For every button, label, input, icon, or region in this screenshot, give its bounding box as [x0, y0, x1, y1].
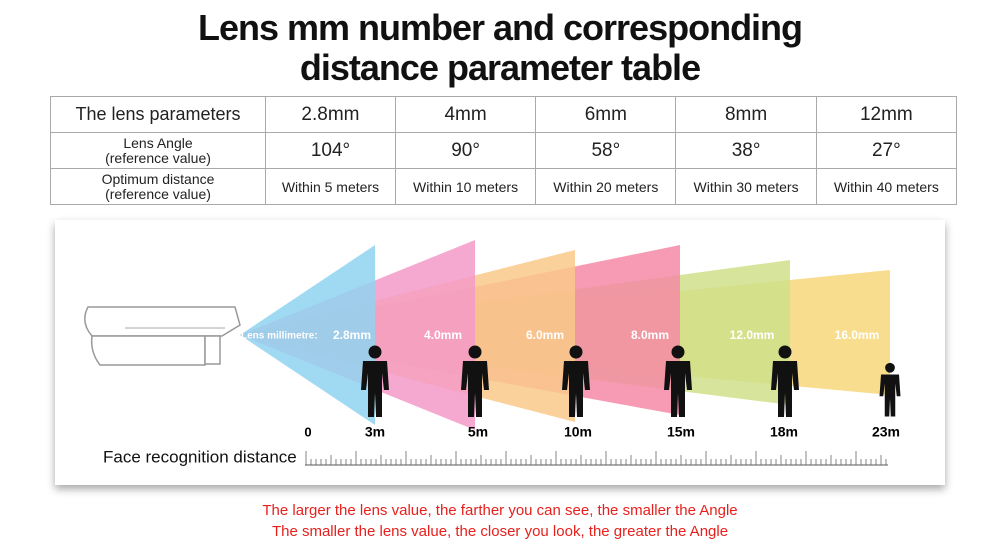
cell-text: The lens parameters — [75, 104, 241, 124]
notes: The larger the lens value, the farther y… — [0, 500, 1000, 542]
view-cone — [240, 245, 375, 425]
person-body — [879, 374, 901, 417]
table-cell: Within 30 meters — [675, 168, 817, 205]
person-body — [771, 361, 799, 417]
person-head — [569, 345, 583, 359]
cell-text: 38° — [731, 139, 761, 161]
table-cell: 12mm — [815, 96, 958, 133]
axis-label: Face recognition distance — [103, 447, 297, 466]
distance-label: 3m — [365, 424, 385, 440]
parameter-table: The lens parameters 2.8mm 4mm 6mm 8mm 12mm Len… — [50, 96, 958, 205]
lens-value: 2.8mm — [333, 328, 371, 342]
note: The smaller the lens value, the closer y… — [271, 523, 729, 540]
lens-value: 12.0mm — [730, 328, 775, 342]
distance-label: 15m — [667, 424, 695, 440]
cell-text: Within 5 meters — [281, 178, 380, 195]
title-line: distance parameter table — [299, 47, 701, 88]
person — [361, 345, 389, 417]
cell-text: 104° — [310, 139, 351, 161]
row-header: The lens parameters — [50, 96, 266, 133]
cell-text: (reference value) — [105, 185, 211, 202]
cell-text: 8mm — [724, 103, 768, 125]
person-head — [368, 345, 382, 359]
cell-text: Within 10 meters — [413, 178, 519, 195]
table-cell: Within 20 meters — [535, 168, 677, 205]
table-row: The lens parameters 2.8mm 4mm 6mm 8mm 12mm — [50, 96, 958, 133]
cell-text: 90° — [451, 139, 480, 161]
cell-text: 12mm — [859, 103, 913, 125]
table-cell: Within 5 meters — [265, 168, 396, 205]
cell-text: Within 20 meters — [553, 178, 659, 195]
cell-text: Lens Angle — [123, 134, 193, 151]
cell-text: 4mm — [444, 103, 487, 125]
cell-text: 2.8mm — [301, 103, 360, 125]
cell-text: Optimum distance — [101, 170, 215, 187]
person — [461, 345, 489, 417]
person-body — [562, 361, 590, 417]
row-header: Optimum distance (reference value) — [50, 168, 266, 205]
cell-text: 58° — [591, 139, 621, 161]
lens-value: 4.0mm — [424, 328, 462, 342]
table-cell: 58° — [535, 132, 677, 169]
origin-label: 0 — [304, 424, 311, 439]
camera-lens — [204, 335, 221, 365]
title: Lens mm number and corresponding distanc… — [0, 8, 1000, 88]
distance-label: 5m — [468, 424, 488, 440]
cell-text: Within 30 meters — [693, 178, 799, 195]
table-cell: 38° — [675, 132, 817, 169]
person-head — [778, 345, 792, 359]
lens-value: 16.0mm — [835, 328, 880, 342]
title-line: Lens mm number and corresponding — [197, 7, 803, 48]
person-head — [885, 362, 895, 373]
row-header: Lens Angle (reference value) — [50, 132, 266, 169]
cell-text: (reference value) — [105, 149, 211, 166]
lens-value: 8.0mm — [631, 328, 669, 342]
person-head — [671, 345, 685, 359]
table-cell: Within 10 meters — [394, 168, 537, 205]
cell-text: 6mm — [584, 103, 627, 125]
camera-base — [90, 335, 206, 366]
distance-label: 23m — [872, 424, 900, 440]
table-cell: 90° — [394, 132, 537, 169]
person-body — [461, 361, 489, 417]
camera-body — [84, 306, 241, 337]
person — [879, 362, 901, 417]
person — [771, 345, 799, 417]
cell-text: Within 40 meters — [833, 178, 939, 195]
person-head — [468, 345, 482, 359]
distance-label: 10m — [564, 424, 592, 440]
table-cell: 4mm — [394, 96, 537, 133]
lens-value: 6.0mm — [526, 328, 564, 342]
person — [562, 345, 590, 417]
table-cell: Within 40 meters — [815, 168, 958, 205]
person-body — [361, 361, 389, 417]
table-row: Optimum distance (reference value) Within … — [50, 168, 958, 205]
note: The larger the lens value, the farther y… — [262, 502, 738, 519]
person-body — [664, 361, 692, 417]
distance-label: 18m — [770, 424, 798, 440]
cell-text: 27° — [871, 139, 901, 161]
person — [664, 345, 692, 417]
lens-label: Lens millimetre: — [241, 331, 318, 342]
